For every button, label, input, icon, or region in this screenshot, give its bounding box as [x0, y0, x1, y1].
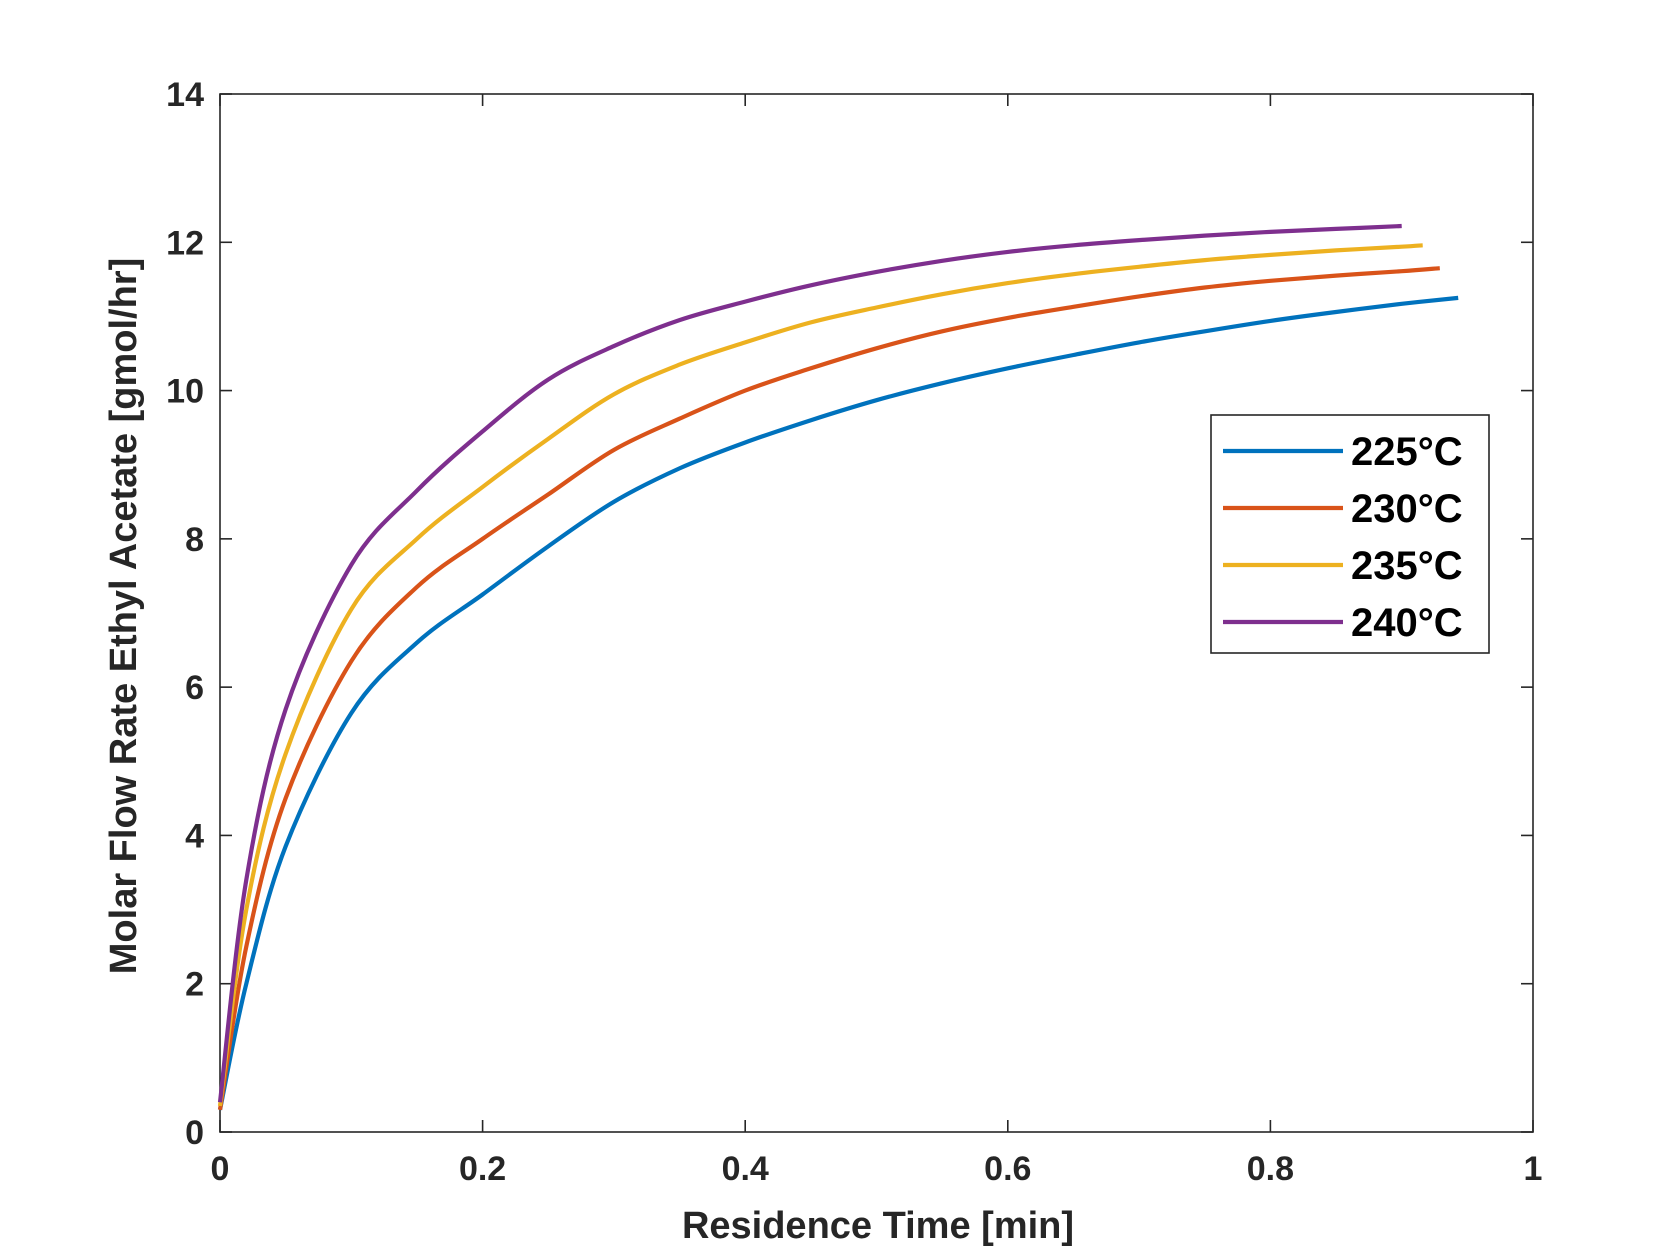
y-tick-label: 8 — [185, 521, 204, 559]
x-tick-label: 0.8 — [1247, 1150, 1294, 1188]
legend-label: 235°C — [1351, 544, 1463, 588]
series-line-225c — [217, 295, 1459, 1111]
x-tick-label: 0.2 — [459, 1150, 506, 1188]
x-axis-label: Residence Time [min] — [682, 1205, 1074, 1247]
y-tick-label: 2 — [185, 966, 204, 1004]
series-line-230c — [217, 266, 1440, 1111]
legend-label: 240°C — [1351, 601, 1463, 645]
y-tick-label: 4 — [185, 817, 204, 855]
legend-label: 225°C — [1351, 430, 1463, 474]
y-tick-label: 12 — [166, 224, 204, 262]
y-tick-label: 0 — [185, 1114, 204, 1152]
x-tick-label: 0.4 — [722, 1150, 769, 1188]
series-line-240c — [217, 223, 1402, 1103]
legend-label: 230°C — [1351, 487, 1463, 531]
legend-box — [1210, 414, 1490, 654]
axes-frame — [219, 93, 1534, 1133]
series-line-235c — [217, 243, 1423, 1107]
y-tick-label: 6 — [185, 669, 204, 707]
legend: 225°C 230°C 235°C 240°C — [1210, 414, 1490, 654]
y-tick-label: 14 — [166, 76, 204, 114]
y-tick-label: 10 — [166, 373, 204, 411]
y-axis-label: Molar Flow Rate Ethyl Acetate [gmol/hr] — [103, 258, 145, 974]
plot-area-border — [219, 93, 1534, 1133]
series-layer — [217, 223, 1459, 1111]
x-tick-label: 0 — [211, 1150, 230, 1188]
x-tick-label: 1 — [1524, 1150, 1543, 1188]
x-tick-label: 0.6 — [984, 1150, 1031, 1188]
